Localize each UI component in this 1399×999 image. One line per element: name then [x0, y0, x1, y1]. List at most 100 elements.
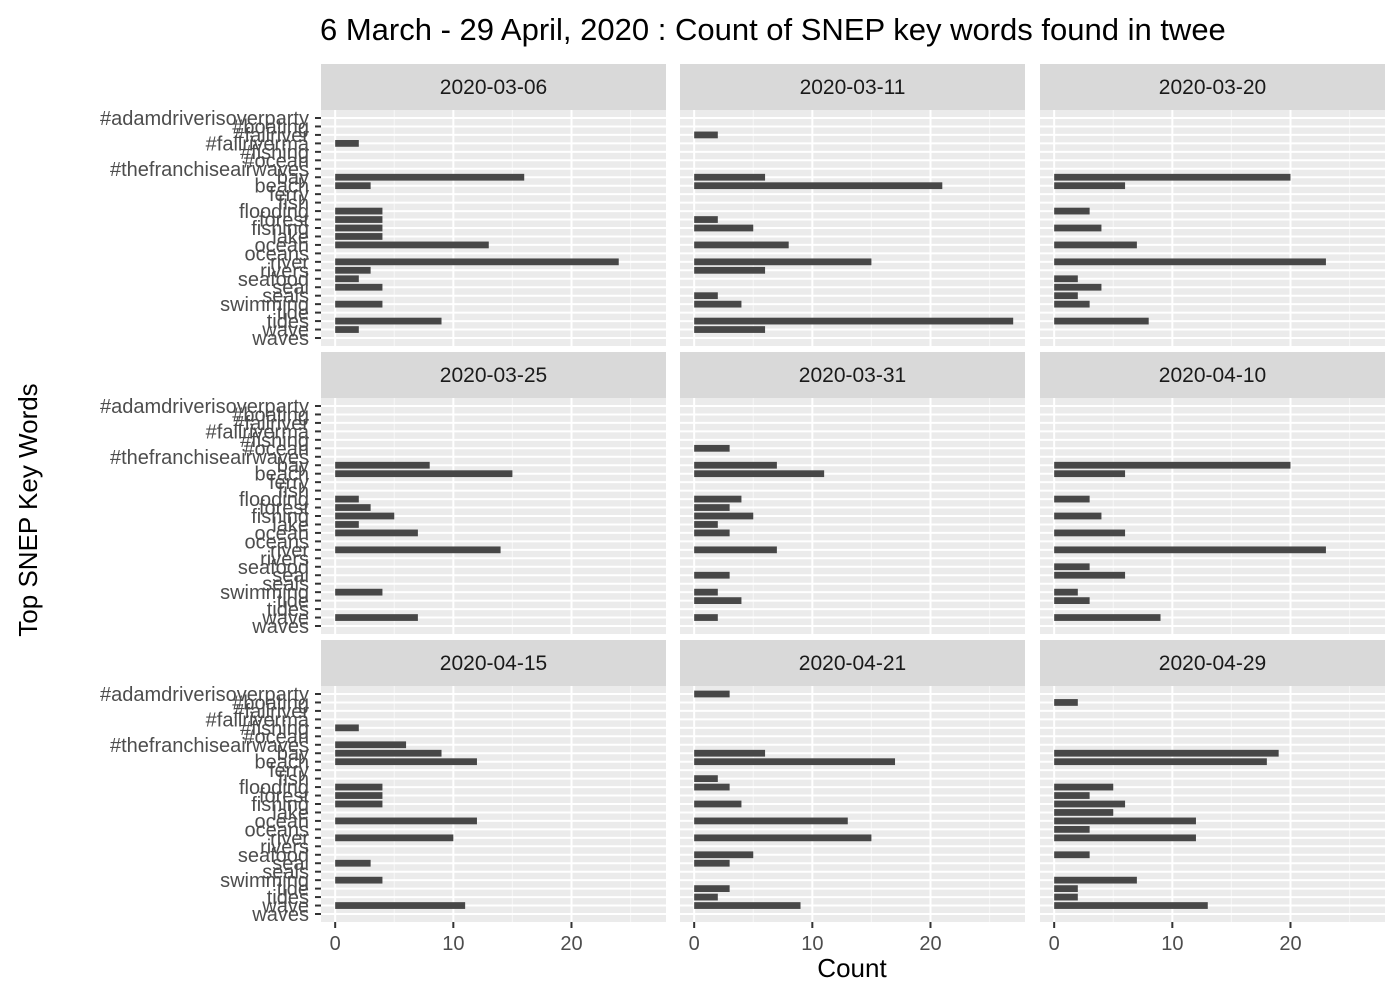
- y-tick-label: #ocean: [243, 150, 309, 172]
- y-tick-label: ferry: [269, 184, 309, 206]
- bar-#fishing: [335, 724, 359, 732]
- y-tick-label: rivers: [260, 260, 309, 282]
- y-tick-label: #fallriver: [233, 413, 309, 435]
- y-tick-label: beach: [255, 752, 310, 774]
- bar-swimming: [335, 876, 383, 884]
- bar-flooding: [694, 783, 730, 791]
- y-tick-label: #thefranchiseairwaves: [110, 735, 309, 757]
- bar-wave: [1054, 614, 1161, 621]
- x-tick-label: 10: [1161, 933, 1183, 955]
- bar-seal: [1054, 283, 1102, 291]
- x-tick-label: 0: [330, 933, 341, 955]
- bar-tides: [1054, 317, 1149, 325]
- y-tick-label: seals: [262, 286, 309, 308]
- bar-forest: [1054, 792, 1090, 799]
- bar-ocean: [335, 241, 489, 249]
- y-tick-label: #thefranchiseairwaves: [110, 159, 309, 181]
- y-tick-label: tide: [277, 879, 309, 901]
- bar-fishing: [694, 512, 754, 520]
- bar-beach: [1054, 470, 1126, 478]
- y-tick-label: tides: [267, 887, 309, 909]
- y-tick-label: fishing: [251, 794, 309, 816]
- facet-strip-label: 2020-03-25: [440, 364, 547, 387]
- x-axis-title: Count: [817, 953, 887, 983]
- y-tick-label: #adamdriverisoverparty: [100, 396, 309, 418]
- y-tick-label: wave: [261, 608, 309, 630]
- bar-tides: [694, 317, 1014, 325]
- y-tick-label: river: [270, 828, 309, 850]
- y-tick-label: waves: [251, 904, 309, 926]
- bar-ocean: [335, 817, 477, 825]
- y-tick-label: flooding: [239, 201, 309, 223]
- facet-panel-2020-03-31: 2020-03-31: [680, 352, 1025, 634]
- y-tick-label: oceans: [245, 819, 310, 841]
- y-tick-label: lake: [272, 226, 309, 248]
- x-tick-label: 0: [689, 933, 700, 955]
- facet-strip: [680, 352, 1025, 398]
- bar-river: [694, 834, 872, 842]
- bar-wave: [1054, 902, 1208, 909]
- bar-lake: [335, 233, 383, 240]
- bar-river: [694, 258, 872, 266]
- bar-beach: [1054, 758, 1267, 766]
- facet-panel-2020-03-06: 2020-03-06 waveswavetidestideswimmingseal…: [100, 64, 666, 350]
- bar-beach: [694, 758, 896, 766]
- bar-flooding: [694, 495, 742, 503]
- facet-strip: [1040, 352, 1385, 398]
- x-tick-label: 20: [1279, 933, 1301, 955]
- facet-panel-2020-03-11: 2020-03-11: [680, 64, 1025, 346]
- y-tick-label: ocean: [255, 523, 310, 545]
- bar-flooding: [1054, 495, 1090, 503]
- bar-wave: [335, 614, 418, 621]
- bar-tide: [694, 885, 730, 892]
- bar-lake: [694, 521, 718, 528]
- bar-swimming: [1054, 588, 1078, 596]
- bar-seafood: [335, 275, 359, 283]
- y-tick-label: wave: [261, 896, 309, 918]
- bar-fishing: [1054, 512, 1102, 520]
- bar-beach: [694, 470, 825, 478]
- bar-seal: [335, 859, 371, 867]
- y-tick-label: #fishing: [240, 430, 309, 452]
- bar-forest: [335, 792, 383, 799]
- y-tick-label: fishing: [251, 218, 309, 240]
- bar-ocean: [1054, 529, 1126, 537]
- y-tick-label: #fishing: [240, 718, 309, 740]
- y-tick-label: rivers: [260, 836, 309, 858]
- bar-tides: [1054, 893, 1078, 901]
- facet-strip-label: 2020-04-21: [799, 652, 906, 675]
- y-tick-label: lake: [272, 802, 309, 824]
- facet-strip-label: 2020-03-11: [800, 76, 906, 99]
- y-tick-label: seafood: [238, 269, 309, 291]
- y-tick-label: #fishing: [240, 142, 309, 164]
- y-tick-label: beach: [255, 464, 310, 486]
- bar-beach: [335, 470, 513, 478]
- bar-flooding: [335, 207, 383, 215]
- bar-bay: [335, 749, 442, 757]
- bar-oceans: [1054, 826, 1090, 833]
- bar-flooding: [335, 783, 383, 791]
- bar-lake: [1054, 809, 1114, 816]
- y-tick-label: seals: [262, 862, 309, 884]
- facet-panel-2020-03-20: 2020-03-20: [1040, 64, 1385, 346]
- y-tick-label: #ocean: [243, 726, 309, 748]
- y-tick-label: bay: [277, 455, 309, 477]
- bar-bay: [694, 749, 766, 757]
- bar-wave: [694, 326, 766, 333]
- bar-seals: [694, 292, 718, 300]
- y-tick-label: #fallriver: [233, 701, 309, 723]
- bar-bay: [694, 173, 766, 181]
- y-tick-label: forest: [259, 786, 309, 808]
- bar-swimming: [335, 588, 383, 596]
- facet-strip-label: 2020-04-10: [1159, 364, 1266, 387]
- bar-bay: [694, 461, 777, 469]
- bar-river: [1054, 546, 1326, 554]
- y-tick-label: #thefranchiseairwaves: [110, 447, 309, 469]
- y-tick-label: #fallriver: [233, 125, 309, 147]
- y-tick-label: tides: [267, 311, 309, 333]
- facet-strip: [680, 640, 1025, 686]
- y-tick-label: swimming: [220, 294, 309, 316]
- bar-seafood: [1054, 275, 1078, 283]
- bar-seafood: [1054, 851, 1090, 859]
- y-tick-label: tide: [277, 303, 309, 325]
